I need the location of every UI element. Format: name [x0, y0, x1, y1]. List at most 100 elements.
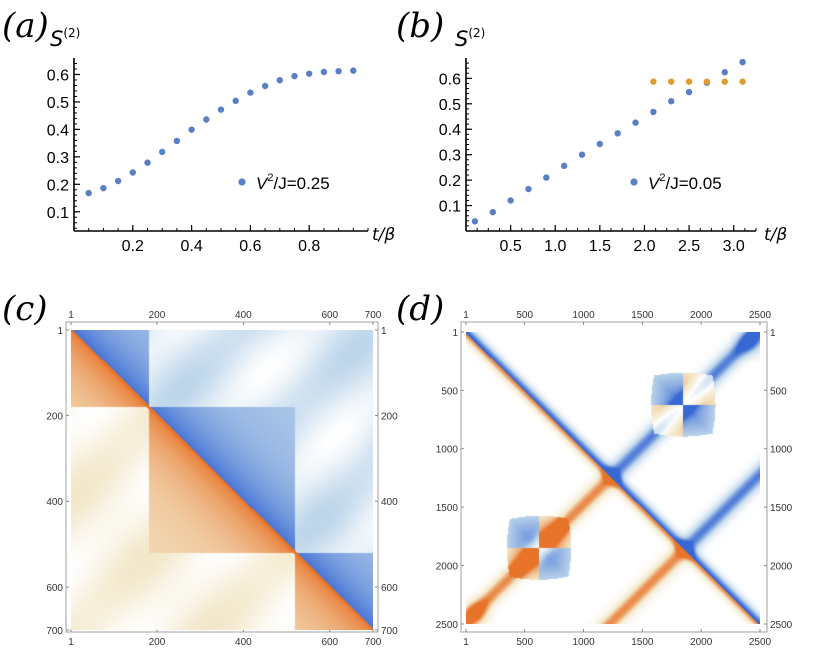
data-point	[188, 126, 195, 133]
y-tick-label: 0.2	[47, 177, 69, 194]
matrix-tick-label: 2500	[436, 620, 459, 631]
matrix-tick-label: 1	[68, 637, 74, 648]
y-tick-label: 0.4	[439, 122, 461, 139]
matrix-tick-label: 700	[381, 626, 398, 637]
panel-b-legend-text: V2/J=0.05	[648, 172, 722, 193]
data-point	[685, 78, 693, 85]
y-tick-label: 0.5	[47, 95, 69, 112]
matrix-tick-label: 2000	[436, 562, 459, 573]
x-tick-label: 1.5	[589, 238, 611, 255]
panel-a-axes: 0.2 0.4 0.6 0.8 0.1 0.2 0.3 0.4 0.5 0.6	[47, 58, 369, 255]
matrix-tick-label: 600	[321, 310, 338, 321]
matrix-tick-label: 700	[365, 637, 382, 648]
matrix-tick-label: 1	[68, 310, 74, 321]
matrix-tick-label: 400	[46, 497, 63, 508]
data-point	[320, 68, 328, 76]
panel-b-label: (b)	[396, 6, 444, 46]
data-point	[739, 58, 746, 66]
data-point	[703, 78, 711, 85]
matrix-tick-label: 200	[46, 411, 63, 422]
matrix-tick-label: 200	[149, 637, 166, 648]
x-tick-label: 2.0	[633, 238, 655, 255]
matrix-tick-label: 200	[149, 310, 166, 321]
panel-a-label: (a)	[2, 6, 49, 46]
y-tick-label: 0.1	[47, 205, 69, 222]
data-point	[739, 78, 746, 85]
x-tick-label: 3.0	[723, 238, 745, 255]
matrix-tick-label: 2500	[749, 637, 772, 648]
data-point	[685, 88, 693, 96]
data-point	[560, 162, 568, 170]
matrix-tick-label: 1	[463, 637, 469, 648]
panel-d-heatmap-frame	[466, 332, 760, 624]
data-point	[668, 98, 675, 105]
panel-c-heatmap-frame	[71, 330, 373, 630]
data-point	[173, 137, 181, 145]
data-point	[525, 185, 532, 193]
panel-d-label: (d)	[396, 289, 444, 329]
data-point	[217, 106, 225, 113]
matrix-tick-label: 2000	[690, 310, 713, 321]
data-point	[721, 69, 728, 76]
matrix-tick-label: 1	[770, 328, 776, 339]
matrix-tick-label: 1500	[770, 503, 793, 514]
matrix-tick-label: 600	[321, 637, 338, 648]
panel-b-axes: 0.5 1.0 1.5 2.0 2.5 3.0 0.1 0.2 0.3 0.4 0.5 0.6	[439, 58, 757, 255]
panel-a-data-points	[85, 67, 357, 197]
matrix-tick-label: 2500	[770, 620, 793, 631]
matrix-tick-label: 1500	[631, 637, 654, 648]
panel-b-ylabel: S(2)	[455, 26, 485, 51]
matrix-tick-label: 700	[365, 310, 382, 321]
panel-a-legend: V2/J=0.25	[238, 172, 330, 193]
matrix-tick-label: 1000	[770, 445, 793, 456]
matrix-tick-label: 500	[516, 637, 533, 648]
data-point	[306, 70, 313, 77]
y-tick-label: 0.6	[439, 71, 461, 88]
matrix-tick-label: 700	[46, 626, 63, 637]
data-point	[350, 67, 357, 74]
matrix-tick-label: 400	[235, 637, 252, 648]
data-point	[129, 169, 136, 176]
data-point	[335, 67, 342, 75]
matrix-tick-label: 200	[381, 411, 398, 422]
matrix-tick-label: 1000	[572, 310, 595, 321]
panel-d-frame	[460, 321, 768, 633]
matrix-tick-label: 500	[441, 386, 458, 397]
data-point	[650, 78, 657, 85]
data-point	[203, 116, 210, 123]
matrix-tick-label: 1500	[631, 310, 654, 321]
matrix-tick-label: 1	[57, 326, 63, 337]
y-tick-label: 0.3	[439, 148, 461, 165]
matrix-tick-label: 400	[381, 497, 398, 508]
data-point	[596, 140, 604, 148]
matrix-tick-label: 400	[235, 310, 252, 321]
x-tick-label: 0.6	[239, 238, 261, 255]
data-point	[114, 177, 122, 185]
data-point	[471, 218, 479, 225]
panel-b-xlabel: t/β	[764, 225, 787, 245]
y-tick-label: 0.3	[47, 150, 69, 167]
panel-c-label: (c)	[2, 289, 48, 329]
matrix-tick-label: 1	[381, 326, 387, 337]
matrix-tick-label: 1000	[572, 637, 595, 648]
data-point	[632, 119, 639, 126]
x-tick-label: 0.2	[122, 238, 144, 255]
matrix-tick-label: 1500	[436, 503, 459, 514]
panel-b-data-points	[471, 58, 746, 225]
panel-d-heatmap	[466, 332, 760, 624]
panel-b-legend: V2/J=0.05	[630, 172, 722, 193]
panel-a-legend-text: V2/J=0.25	[256, 172, 330, 193]
data-point	[614, 130, 621, 137]
panel-a-legend-marker	[238, 178, 246, 186]
panel-a-ylabel: S(2)	[50, 26, 80, 51]
data-point	[650, 108, 657, 116]
x-tick-label: 0.5	[499, 238, 521, 255]
matrix-tick-label: 1000	[436, 445, 459, 456]
data-point	[276, 77, 283, 84]
x-tick-label: 1.0	[544, 238, 566, 255]
matrix-tick-label: 600	[46, 583, 63, 594]
matrix-tick-label: 500	[770, 386, 787, 397]
